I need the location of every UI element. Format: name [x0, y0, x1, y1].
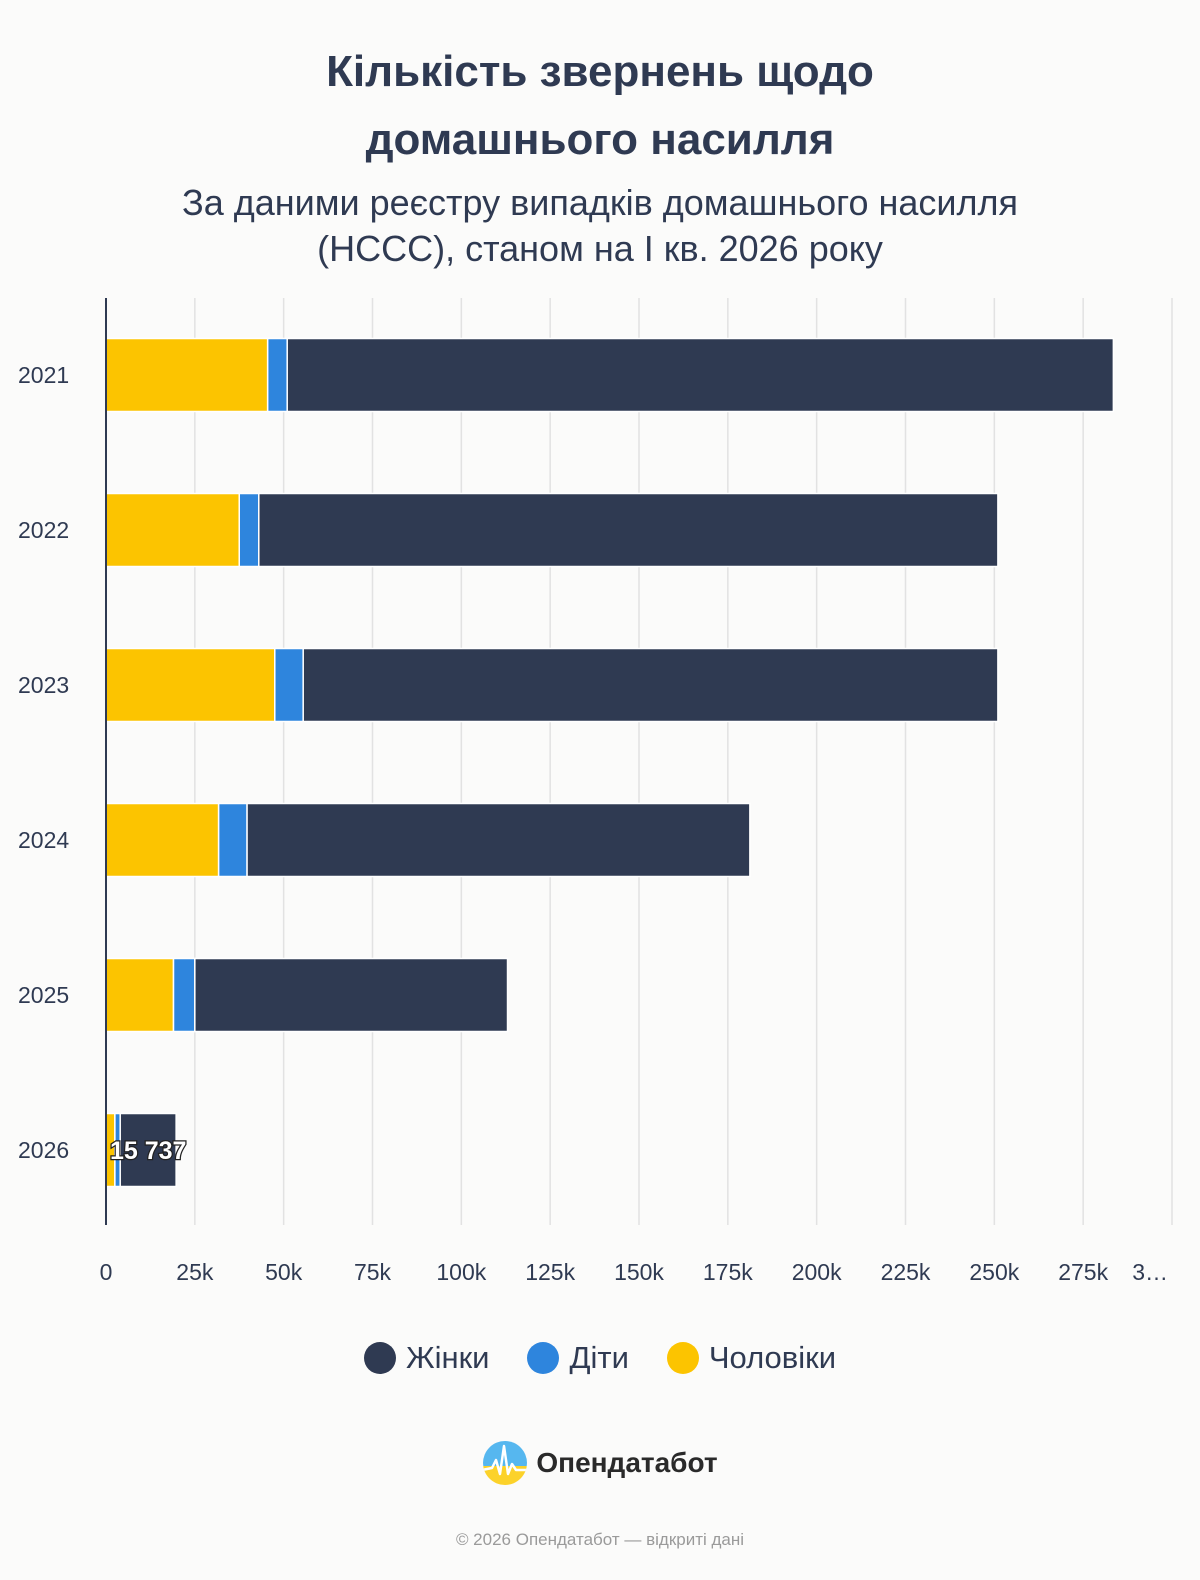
y-tick-label: 2025	[18, 982, 69, 1008]
stacked-bar-chart: 0 25k 50k 75k 100k 125k 150k 175k 200k 225k 250k 27…	[18, 298, 1173, 1285]
x-tick-label: 75k	[354, 1259, 392, 1285]
bar-segment	[172, 957, 196, 1033]
chart-title-line-1: Кількість звернень щодо	[326, 47, 874, 96]
legend-item-dity[interactable]: Діти	[527, 1340, 629, 1376]
bar-segment	[266, 337, 288, 413]
chart-legend: Жінки Діти Чоловіки	[0, 1340, 1200, 1376]
legend-marker-cholovik	[666, 1342, 699, 1374]
chart-subtitle: За даними реєстру випадків домашнього на…	[0, 180, 1200, 272]
legend-item-zhinky[interactable]: Жінки	[363, 1340, 490, 1376]
chart-subtitle-line-2: (НССС), станом на I кв. 2026 року	[317, 228, 883, 269]
legend-label-dity: Діти	[569, 1340, 629, 1375]
bar-segment	[258, 492, 999, 568]
y-tick-label: 2021	[18, 362, 69, 388]
y-tick-label: 2022	[18, 517, 69, 543]
bar-segment	[105, 957, 175, 1033]
bar-segment	[194, 957, 509, 1033]
bar-segment	[217, 802, 248, 878]
legend-marker-dity	[527, 1342, 560, 1374]
x-tick-label: 150k	[614, 1259, 664, 1285]
brand-name: Опендатабот	[536, 1447, 718, 1478]
bar-data-label: 15 737	[110, 1137, 186, 1165]
footer-copyright: © 2026 Опендатабот — відкриті дані	[455, 1530, 745, 1549]
chart-title-line-2: домашнього насилля	[365, 115, 835, 164]
x-tick-label: 275k	[1058, 1259, 1108, 1285]
legend-marker-zhinky	[363, 1342, 396, 1374]
bar-segment	[105, 492, 240, 568]
chart-title: Кількість звернень щодо домашнього насил…	[0, 38, 1200, 174]
x-tick-label: 225k	[881, 1259, 931, 1285]
brand: Опендатабот	[0, 1440, 1200, 1486]
x-tick-label: 50k	[265, 1259, 303, 1285]
bar-segment	[238, 492, 260, 568]
bar-segment	[302, 647, 999, 723]
bar-segment	[274, 647, 304, 723]
x-tick-label: 0	[100, 1259, 113, 1285]
legend-label-zhinky: Жінки	[405, 1340, 490, 1375]
x-tick-label: 125k	[525, 1259, 575, 1285]
bar-segment	[286, 337, 1115, 413]
x-tick-label: 25k	[176, 1259, 214, 1285]
x-tick-label: 200k	[792, 1259, 842, 1285]
x-tick-label: 100k	[436, 1259, 486, 1285]
y-tick-label: 2024	[18, 827, 69, 853]
x-tick-label: 250k	[969, 1259, 1019, 1285]
bar-segment	[246, 802, 751, 878]
legend-label-cholovik: Чоловіки	[708, 1340, 837, 1375]
y-tick-label: 2026	[18, 1137, 69, 1163]
chart-subtitle-line-1: За даними реєстру випадків домашнього на…	[181, 182, 1018, 223]
opendatabot-logo-icon	[483, 1441, 528, 1485]
y-tick-label: 2023	[18, 672, 69, 698]
bar-segment	[105, 647, 276, 723]
legend-item-cholovik[interactable]: Чоловіки	[666, 1340, 837, 1376]
bar-segment	[105, 802, 220, 878]
bar-segment	[105, 337, 269, 413]
x-tick-label: 3…	[1132, 1259, 1168, 1285]
x-tick-label: 175k	[703, 1259, 753, 1285]
bar-segment	[119, 1112, 177, 1188]
